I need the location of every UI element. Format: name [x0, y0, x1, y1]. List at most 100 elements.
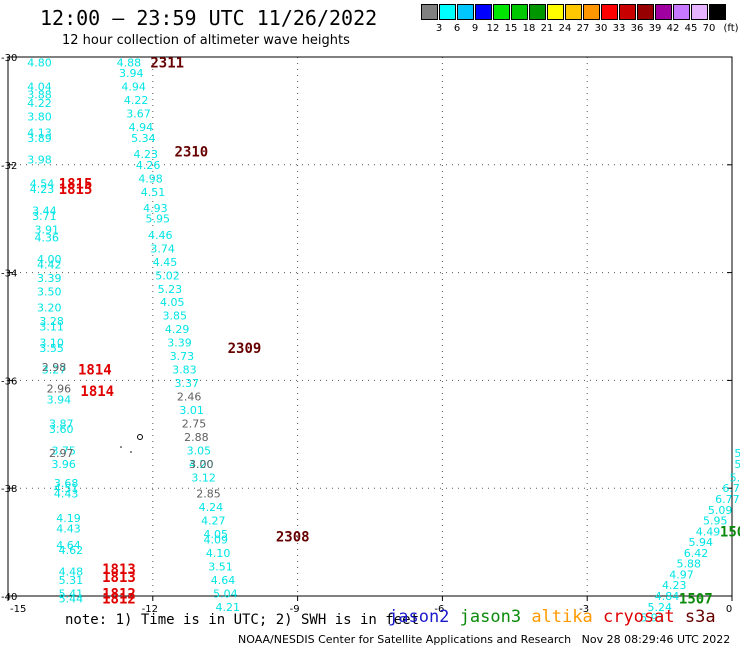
swh-value-label: 6.42	[684, 547, 709, 560]
swh-value-label: 4.00	[37, 253, 62, 266]
swh-value-label: 4.48	[59, 566, 84, 579]
swh-value-label: 4.21	[216, 601, 241, 614]
satellite-jason2: jason2	[388, 607, 460, 627]
legend-label: 9	[471, 23, 479, 34]
swh-value-label: 3.88	[27, 89, 52, 102]
swh-value-label: 3.55	[39, 342, 64, 355]
swh-value-label: 3.37	[175, 377, 200, 390]
island-marker	[130, 451, 132, 453]
swh-value-label: 4.19	[56, 512, 80, 525]
swh-value-label: 3.83	[172, 364, 197, 377]
swh-value-label: 3.28	[39, 315, 64, 328]
swh-value-label: 4.88	[117, 56, 142, 69]
track-time-label: 1812	[102, 592, 136, 608]
swh-value-label: 3.27	[42, 364, 67, 377]
swh-value-label: 4.09	[203, 533, 228, 546]
y-tick-label: -40	[1, 592, 17, 603]
legend-label: 3	[435, 23, 443, 34]
track-time-label: 1815	[59, 182, 93, 198]
swh-value-label: 4.94	[121, 81, 146, 94]
y-tick-label: -36	[1, 376, 17, 387]
swh-value-label: 3.85	[162, 310, 187, 323]
legend-unit: (ft)	[723, 23, 739, 34]
satellite-cryosat: cryosat	[602, 607, 685, 627]
swh-value-label: 3.00	[189, 458, 214, 471]
legend-swatch	[547, 4, 564, 20]
swh-value-label: 4.26	[136, 159, 161, 172]
swh-value-label: 4.13	[27, 126, 52, 139]
legend-swatch	[439, 4, 456, 20]
track-time-label: 2311	[150, 55, 184, 71]
swh-value-label: 3.44	[32, 205, 57, 218]
legend-swatch	[637, 4, 654, 20]
legend-label: 30	[594, 23, 608, 34]
swh-value-label: 4.45	[153, 256, 178, 269]
swh-value-label: 5.24	[648, 601, 673, 614]
legend-label: 15	[504, 23, 518, 34]
swh-value-label: 5.04	[213, 587, 238, 600]
swh-value-label: 2.46	[177, 391, 202, 404]
legend-swatch	[673, 4, 690, 20]
swh-value-label: 4.43	[54, 488, 79, 501]
y-tick-label: -32	[1, 161, 17, 172]
swh-value-label: 5.44	[59, 593, 84, 606]
swh-value-label: 3.05	[187, 444, 212, 457]
swh-value-label: 4.24	[199, 501, 224, 514]
swh-value-label: 4.84	[655, 590, 680, 603]
swh-value-label: 5.94	[689, 536, 714, 549]
swh-value-label: 3.01	[179, 404, 204, 417]
swh-value-label: 4.98	[138, 172, 163, 185]
swh-value-label: 3.11	[39, 321, 64, 334]
swh-value-label: 3.98	[27, 153, 52, 166]
swh-value-label: 4.42	[37, 259, 62, 272]
swh-value-label: 5.95	[146, 213, 171, 226]
swh-value-label: 3.73	[170, 350, 195, 363]
island-marker	[137, 434, 143, 440]
legend-label: 42	[666, 23, 680, 34]
swh-value-label: 3.87	[49, 418, 74, 431]
swh-value-label: 6.77	[722, 482, 740, 495]
legend-label: 12	[486, 23, 500, 34]
swh-value-label: 4.64	[56, 539, 80, 552]
swh-value-label: 3.74	[150, 242, 175, 255]
legend-swatch	[601, 4, 618, 20]
track-time-label: 1815	[59, 177, 93, 193]
swh-value-label: 4.93	[143, 202, 168, 215]
x-tick-label: 0	[726, 604, 732, 615]
swh-value-label: 4.22	[27, 97, 52, 110]
legend-swatch	[655, 4, 672, 20]
swh-value-label: 3.39	[167, 337, 192, 350]
swh-value-label: 4.36	[35, 232, 60, 245]
legend-swatch	[493, 4, 510, 20]
satellite-key: jason2 jason3 altika cryosat s3a	[388, 607, 716, 627]
swh-value-label: 3.80	[27, 110, 52, 123]
legend-swatch	[529, 4, 546, 20]
track-time-label: 2310	[175, 144, 209, 160]
track-time-label: 1814	[78, 363, 112, 379]
x-tick-label: -9	[290, 604, 300, 615]
track-time-label: 1813	[102, 562, 136, 578]
swh-value-label: 4.43	[56, 523, 80, 536]
swh-value-label: 3.12	[191, 471, 216, 484]
swh-value-label: 3.50	[37, 285, 62, 298]
swh-value-label: 3.94	[119, 67, 144, 80]
swh-value-label: 3.94	[47, 393, 72, 406]
legend-swatch	[691, 4, 708, 20]
swh-value-label: 6.77	[715, 493, 740, 506]
legend-swatch	[565, 4, 582, 20]
swh-value-label: 4.80	[27, 56, 52, 69]
swh-value-label: 4.62	[59, 544, 84, 557]
legend-label: 24	[558, 23, 572, 34]
track-time-label: 1507	[679, 592, 713, 608]
swh-value-label: 3.60	[49, 423, 74, 436]
plot-frame	[7, 56, 733, 597]
swh-value-label: 4.51	[54, 482, 79, 495]
legend-label: 70	[702, 23, 716, 34]
track-time-label: 1813	[102, 570, 136, 586]
satellite-jason3: jason3	[459, 607, 532, 627]
swh-value-label: 4.23	[30, 183, 55, 196]
swh-value-label: 5.31	[59, 574, 84, 587]
legend-label: 18	[522, 23, 536, 34]
track-time-label: 1812	[102, 586, 136, 602]
